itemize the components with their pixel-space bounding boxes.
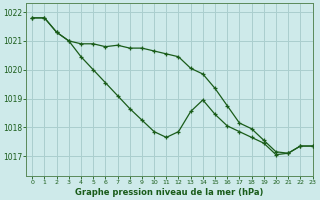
X-axis label: Graphe pression niveau de la mer (hPa): Graphe pression niveau de la mer (hPa): [75, 188, 264, 197]
